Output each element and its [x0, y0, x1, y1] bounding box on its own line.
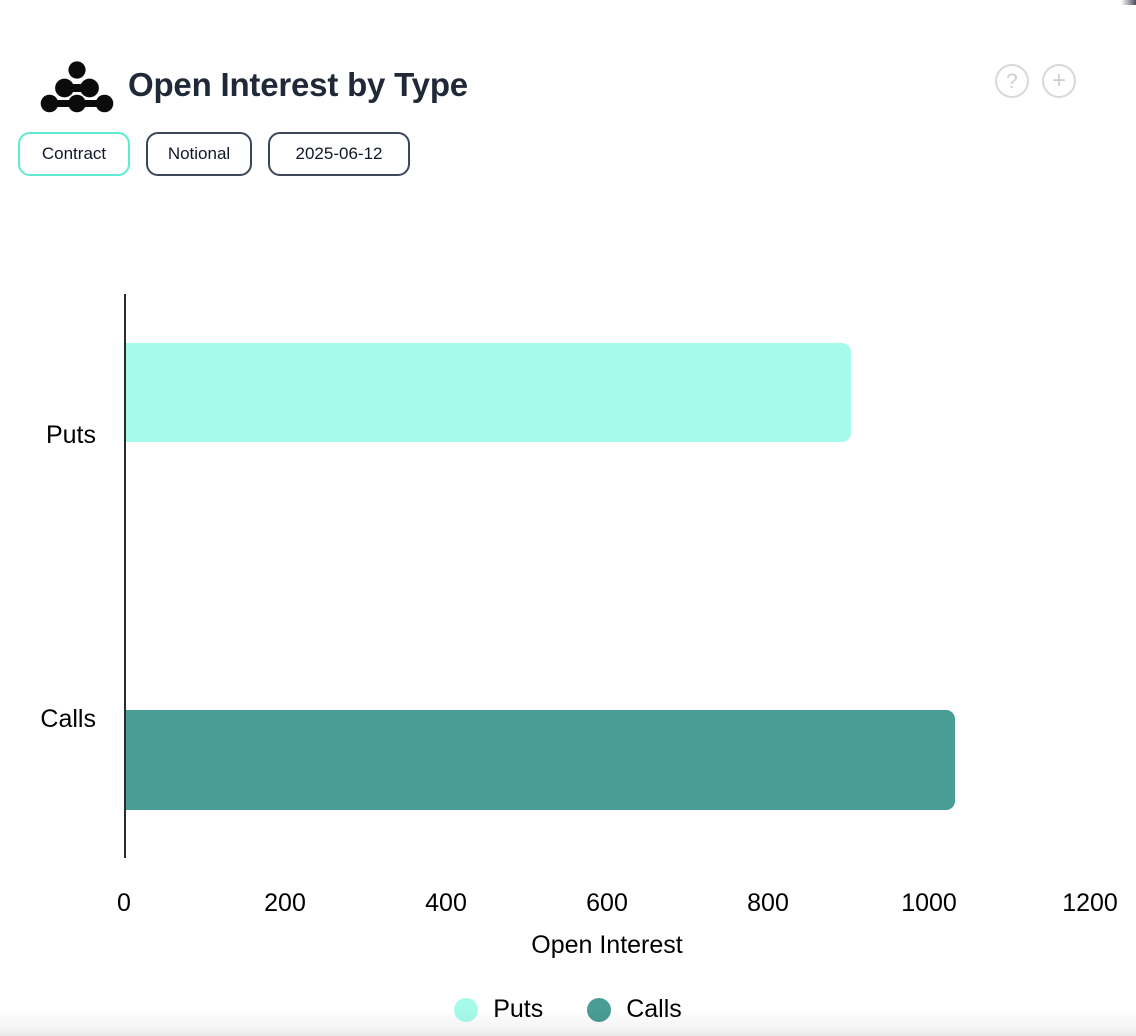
- plus-glyph: +: [1051, 67, 1066, 94]
- legend-label: Calls: [626, 995, 682, 1023]
- y-tick-label-puts: Puts: [45, 421, 96, 449]
- bar-puts[interactable]: [126, 343, 851, 442]
- x-tick-label-1000: 1000: [901, 889, 957, 917]
- x-axis-title: Open Interest: [531, 931, 683, 959]
- toggle-contract[interactable]: Contract: [18, 132, 130, 176]
- help-glyph: ?: [1006, 69, 1018, 93]
- y-axis-line: [124, 294, 126, 858]
- plus-icon[interactable]: +: [1042, 64, 1076, 98]
- legend-item-calls[interactable]: Calls: [587, 995, 682, 1024]
- x-tick-label-800: 800: [747, 889, 789, 917]
- bar-calls[interactable]: [126, 710, 955, 810]
- x-tick-label-0: 0: [117, 889, 131, 917]
- legend-item-puts[interactable]: Puts: [454, 995, 543, 1024]
- x-tick-label-1200: 1200: [1062, 889, 1118, 917]
- legend-swatch-puts: [454, 997, 479, 1022]
- legend-label: Puts: [493, 995, 544, 1023]
- legend-swatch-calls: [587, 997, 612, 1022]
- x-tick-label-200: 200: [264, 889, 306, 917]
- x-tick-label-600: 600: [586, 889, 628, 917]
- page-title: Open Interest by Type: [128, 66, 468, 103]
- x-tick-label-400: 400: [425, 889, 467, 917]
- help-icon[interactable]: ?: [995, 64, 1029, 98]
- toggle-2025-06-12[interactable]: 2025-06-12: [268, 132, 410, 176]
- toggle-notional[interactable]: Notional: [146, 132, 252, 176]
- corner-artifact: [1121, 0, 1136, 5]
- dot-pyramid-logo: [40, 61, 114, 113]
- y-tick-label-calls: Calls: [40, 705, 96, 733]
- legend: Puts Calls: [0, 995, 1136, 1024]
